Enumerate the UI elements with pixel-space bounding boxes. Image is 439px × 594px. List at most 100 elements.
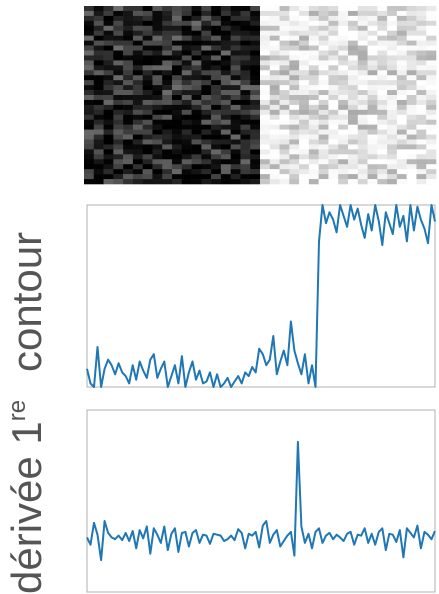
- heatmap-cell: [162, 85, 173, 91]
- heatmap-cell: [142, 114, 153, 121]
- heatmap-cell: [289, 104, 300, 111]
- heatmap-cell: [357, 119, 368, 125]
- heatmap-cell: [328, 164, 339, 170]
- heatmap-cell: [152, 134, 163, 140]
- heatmap-cell: [220, 149, 231, 155]
- heatmap-cell: [269, 154, 280, 160]
- heatmap-cell: [357, 85, 368, 91]
- heatmap-cell: [426, 174, 437, 180]
- heatmap-cell: [152, 65, 163, 71]
- heatmap-cell: [181, 109, 192, 116]
- heatmap-cell: [230, 45, 241, 51]
- heatmap-cell: [220, 80, 231, 86]
- heatmap-cell: [426, 109, 437, 116]
- heatmap-cell: [377, 20, 388, 27]
- heatmap-cell: [230, 134, 241, 140]
- heatmap-cell: [387, 25, 398, 32]
- heatmap-cell: [328, 95, 339, 101]
- heatmap-cell: [328, 6, 339, 12]
- heatmap-cell: [230, 119, 241, 125]
- heatmap-cell: [348, 154, 359, 160]
- heatmap-cell: [318, 159, 329, 165]
- heatmap-cell: [93, 25, 104, 32]
- heatmap-cell: [201, 90, 212, 96]
- heatmap-cell: [230, 70, 241, 76]
- heatmap-cell: [377, 139, 388, 145]
- heatmap-cell: [123, 179, 134, 185]
- heatmap-cell: [308, 40, 319, 46]
- heatmap-cell: [377, 124, 388, 130]
- heatmap-cell: [123, 164, 134, 170]
- heatmap-cell: [387, 109, 398, 116]
- heatmap-cell: [338, 55, 349, 61]
- heatmap-cell: [142, 35, 153, 41]
- heatmap-cell: [367, 25, 378, 32]
- heatmap-cell: [260, 50, 271, 56]
- heatmap-cell: [220, 119, 231, 125]
- heatmap-cell: [123, 45, 134, 51]
- heatmap-cell: [132, 104, 143, 111]
- heatmap-cell: [318, 20, 329, 27]
- heatmap-cell: [123, 99, 134, 106]
- heatmap-cell: [328, 169, 339, 175]
- heatmap-cell: [426, 15, 437, 22]
- heatmap-cell: [113, 109, 124, 116]
- heatmap-cell: [230, 114, 241, 121]
- heatmap-cell: [367, 149, 378, 155]
- heatmap-cell: [348, 35, 359, 41]
- heatmap-cell: [279, 75, 290, 81]
- heatmap-cell: [338, 25, 349, 32]
- heatmap-cell: [299, 149, 310, 155]
- heatmap-cell: [103, 154, 114, 160]
- heatmap-cell: [308, 75, 319, 81]
- heatmap-cell: [201, 119, 212, 125]
- heatmap-cell: [240, 20, 251, 27]
- heatmap-cell: [181, 124, 192, 130]
- heatmap-cell: [103, 15, 114, 22]
- heatmap-cell: [308, 114, 319, 121]
- heatmap-cell: [269, 134, 280, 140]
- heatmap-cell: [172, 25, 183, 32]
- heatmap-cell: [191, 85, 202, 91]
- heatmap-cell: [123, 15, 134, 22]
- heatmap-cell: [308, 139, 319, 145]
- heatmap-cell: [416, 20, 427, 27]
- heatmap-cell: [406, 134, 417, 140]
- heatmap-cell: [103, 179, 114, 185]
- heatmap-cell: [328, 80, 339, 86]
- heatmap-cell: [250, 109, 261, 116]
- heatmap-cell: [279, 20, 290, 27]
- heatmap-cell: [367, 30, 378, 36]
- heatmap-cell: [338, 164, 349, 170]
- heatmap-cell: [84, 6, 95, 12]
- heatmap-cell: [269, 35, 280, 41]
- heatmap-cell: [93, 45, 104, 51]
- heatmap-cell: [211, 169, 222, 175]
- heatmap-cell: [396, 174, 407, 180]
- heatmap-cell: [299, 95, 310, 101]
- heatmap-cell: [84, 99, 95, 106]
- heatmap-cell: [152, 114, 163, 121]
- heatmap-cell: [84, 30, 95, 36]
- heatmap-cell: [152, 50, 163, 56]
- heatmap-cell: [387, 50, 398, 56]
- heatmap-cell: [211, 95, 222, 101]
- heatmap-cell: [132, 124, 143, 130]
- heatmap-cell: [308, 169, 319, 175]
- heatmap-cell: [426, 124, 437, 130]
- heatmap-cell: [269, 99, 280, 106]
- heatmap-cell: [328, 179, 339, 185]
- heatmap-cell: [220, 20, 231, 27]
- heatmap-cell: [132, 6, 143, 12]
- heatmap-cell: [387, 169, 398, 175]
- heatmap-cell: [93, 60, 104, 66]
- heatmap-cell: [230, 124, 241, 130]
- heatmap-cell: [172, 134, 183, 140]
- heatmap-cell: [426, 20, 437, 27]
- heatmap-cell: [191, 70, 202, 76]
- heatmap-cell: [162, 179, 173, 185]
- heatmap-cell: [348, 119, 359, 125]
- heatmap-cell: [240, 149, 251, 155]
- heatmap-cell: [357, 50, 368, 56]
- heatmap-cell: [367, 179, 378, 185]
